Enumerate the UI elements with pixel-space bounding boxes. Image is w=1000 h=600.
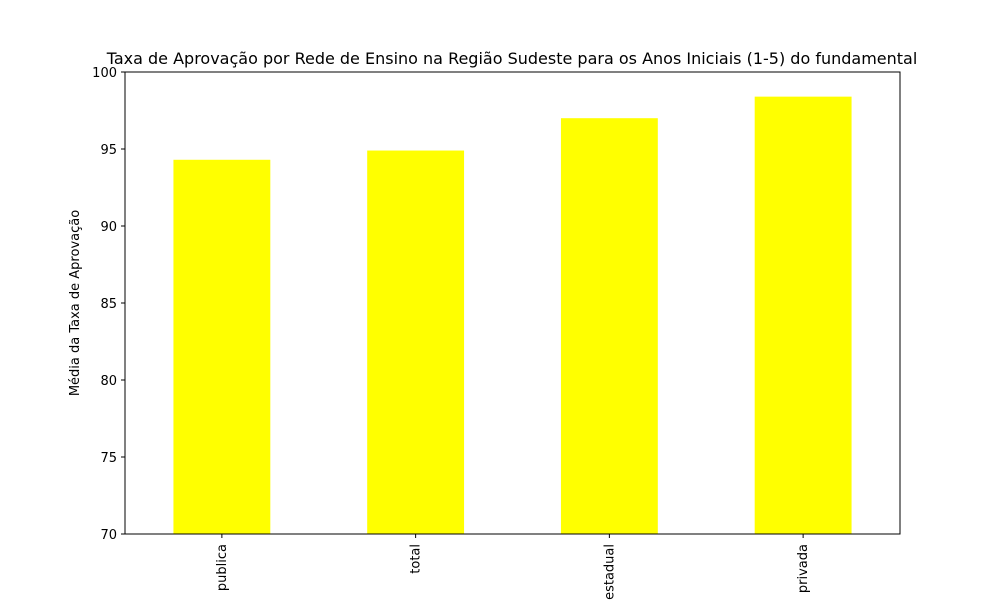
x-tick-label-privada: privada <box>796 544 811 593</box>
bar-privada <box>754 96 852 534</box>
x-tick-label-total: total <box>409 544 424 574</box>
bars-group <box>173 96 852 535</box>
y-tick-label: 70 <box>100 528 117 543</box>
x-axis: publica total estadual privada <box>215 534 811 600</box>
chart-title: Taxa de Aprovação por Rede de Ensino na … <box>106 49 918 68</box>
y-tick-label: 95 <box>100 143 117 158</box>
y-axis-label: Média da Taxa de Aprovação <box>68 210 83 396</box>
x-tick-label-estadual: estadual <box>602 544 617 600</box>
y-tick-label: 100 <box>92 66 117 81</box>
y-tick-label: 85 <box>100 297 117 312</box>
y-axis: 70 75 80 85 90 95 100 <box>92 66 125 543</box>
bar-estadual <box>560 118 658 534</box>
bar-publica <box>173 159 271 534</box>
y-tick-label: 80 <box>100 374 117 389</box>
x-tick-label-publica: publica <box>215 544 230 591</box>
y-tick-label: 90 <box>100 220 117 235</box>
y-tick-label: 75 <box>100 451 117 466</box>
bar-total <box>367 150 465 535</box>
